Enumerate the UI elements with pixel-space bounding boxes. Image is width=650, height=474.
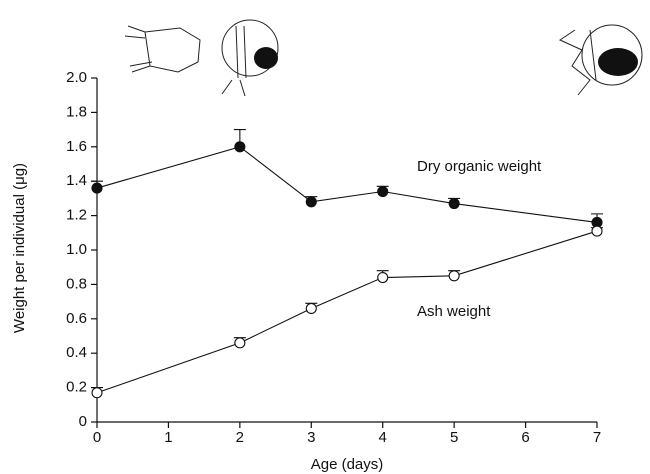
data-point (306, 303, 316, 313)
y-tick-label: 2.0 (66, 69, 87, 86)
x-tick-label: 0 (93, 429, 101, 446)
data-point (92, 183, 102, 193)
series-line (97, 231, 597, 393)
larva-sketch-day2 (222, 20, 278, 96)
x-axis-label: Age (days) (311, 456, 384, 473)
series-label: Dry organic weight (417, 158, 542, 175)
y-tick-label: 1.0 (66, 241, 87, 258)
larva-sketch-day0 (125, 26, 200, 72)
y-tick-label: 0.8 (66, 275, 87, 292)
y-tick-label: 0.4 (66, 344, 87, 361)
data-point (378, 187, 388, 197)
data-point (235, 142, 245, 152)
y-tick-label: 0.6 (66, 310, 87, 327)
x-tick-label: 7 (593, 429, 601, 446)
data-point (92, 388, 102, 398)
data-point (235, 338, 245, 348)
x-tick-label: 2 (236, 429, 244, 446)
data-point (449, 271, 459, 281)
y-axis-label: Weight per individual (μg) (11, 163, 28, 333)
data-point (592, 226, 602, 236)
x-tick-label: 1 (164, 429, 172, 446)
x-tick-label: 5 (450, 429, 458, 446)
data-point (449, 199, 459, 209)
larva-sketch-day7 (560, 25, 642, 95)
y-tick-label: 0 (79, 413, 87, 430)
x-tick-label: 3 (307, 429, 315, 446)
series-label: Ash weight (417, 303, 491, 320)
x-tick-label: 4 (379, 429, 387, 446)
chart: Weight per individual (μg) Age (days) 00… (0, 0, 650, 474)
y-tick-label: 0.2 (66, 379, 87, 396)
data-point (306, 197, 316, 207)
y-tick-label: 1.8 (66, 103, 87, 120)
data-point (378, 273, 388, 283)
y-tick-label: 1.4 (66, 172, 87, 189)
y-tick-label: 1.2 (66, 207, 87, 224)
y-tick-label: 1.6 (66, 138, 87, 155)
x-tick-label: 6 (521, 429, 529, 446)
